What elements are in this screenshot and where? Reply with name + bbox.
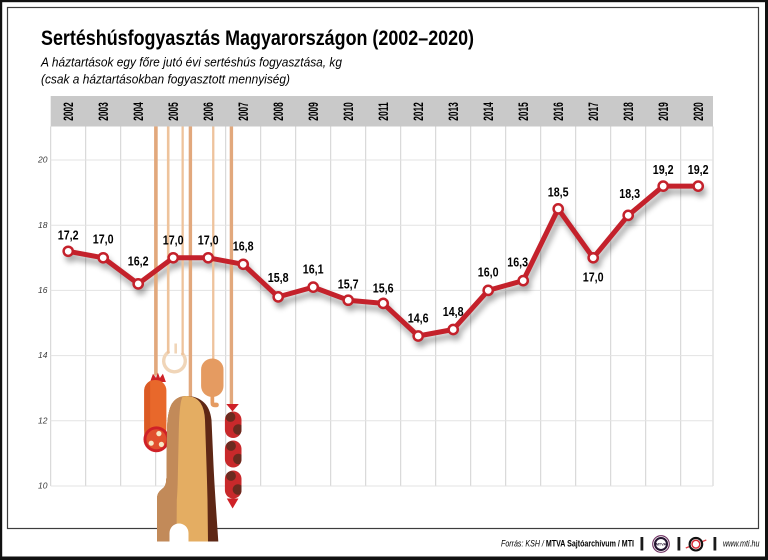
svg-text:www.mti.hu: www.mti.hu: [723, 539, 760, 550]
svg-text:15,6: 15,6: [373, 281, 394, 296]
svg-text:19,2: 19,2: [688, 162, 709, 177]
svg-text:2017: 2017: [585, 102, 601, 121]
svg-text:20: 20: [37, 155, 48, 165]
svg-text:18,5: 18,5: [548, 185, 569, 200]
svg-text:16,8: 16,8: [233, 239, 254, 254]
svg-text:16,3: 16,3: [507, 254, 528, 269]
svg-text:Forrás: KSH / MTVA Sajtóarchív: Forrás: KSH / MTVA Sajtóarchívum / MTI: [501, 539, 634, 550]
svg-text:14,8: 14,8: [443, 304, 464, 319]
svg-text:14,6: 14,6: [408, 310, 429, 325]
svg-text:2020: 2020: [690, 102, 706, 121]
svg-text:14: 14: [38, 350, 48, 360]
svg-text:MTVA: MTVA: [656, 543, 667, 547]
svg-text:2014: 2014: [480, 102, 496, 121]
svg-text:2003: 2003: [95, 102, 111, 121]
svg-text:15,7: 15,7: [338, 276, 359, 291]
svg-text:2002: 2002: [60, 102, 76, 121]
svg-text:2006: 2006: [200, 102, 216, 121]
svg-text:10: 10: [38, 481, 48, 491]
svg-text:2015: 2015: [515, 102, 531, 121]
svg-text:17,0: 17,0: [198, 232, 219, 247]
svg-text:2010: 2010: [340, 102, 356, 121]
svg-text:2012: 2012: [410, 102, 426, 121]
svg-text:17,0: 17,0: [163, 232, 184, 247]
svg-text:18,3: 18,3: [619, 186, 640, 201]
svg-text:2018: 2018: [620, 102, 636, 121]
svg-text:2016: 2016: [550, 102, 566, 121]
svg-text:2019: 2019: [655, 102, 671, 121]
svg-text:2009: 2009: [305, 102, 321, 121]
svg-text:16,2: 16,2: [128, 253, 149, 268]
svg-text:2011: 2011: [375, 102, 391, 121]
svg-text:2007: 2007: [235, 102, 251, 121]
svg-text:19,2: 19,2: [653, 162, 674, 177]
svg-text:2004: 2004: [130, 102, 146, 121]
svg-text:2008: 2008: [270, 102, 286, 121]
svg-text:16,1: 16,1: [303, 261, 324, 276]
svg-text:17,0: 17,0: [583, 270, 604, 285]
svg-text:18: 18: [38, 220, 48, 230]
svg-text:12: 12: [38, 415, 48, 425]
svg-text:17,0: 17,0: [93, 231, 114, 246]
svg-text:15,8: 15,8: [268, 270, 289, 285]
svg-text:16,0: 16,0: [478, 265, 499, 280]
svg-text:(csak a háztartásokban fogyasz: (csak a háztartásokban fogyasztott menny…: [41, 72, 290, 87]
svg-text:Sertéshúsfogyasztás Magyarorsz: Sertéshúsfogyasztás Magyarországon (2002…: [41, 26, 474, 50]
svg-text:2005: 2005: [165, 102, 181, 121]
svg-text:A háztartások egy főre jutó év: A háztartások egy főre jutó évi sertéshú…: [40, 55, 343, 70]
svg-text:17,2: 17,2: [58, 227, 79, 242]
svg-text:16: 16: [38, 285, 48, 295]
svg-text:2013: 2013: [445, 102, 461, 121]
